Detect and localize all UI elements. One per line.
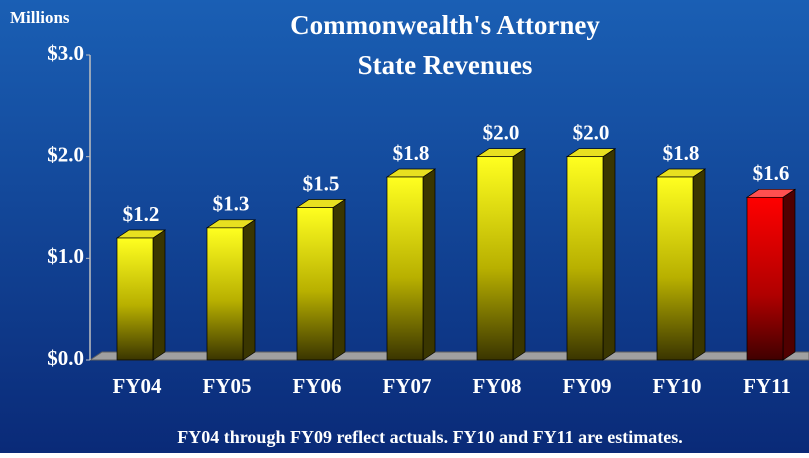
bar [296, 207, 334, 361]
value-label: $2.0 [483, 120, 520, 144]
y-axis-label: Millions [10, 8, 70, 27]
bar-side [242, 219, 256, 361]
y-tick-label: $2.0 [47, 142, 84, 166]
x-tick-label: FY09 [563, 374, 612, 398]
value-label: $1.8 [393, 141, 430, 165]
bar [656, 176, 694, 361]
x-tick-label: FY05 [203, 374, 252, 398]
value-label: $1.8 [663, 141, 700, 165]
value-label: $1.2 [123, 202, 160, 226]
x-tick-label: FY08 [473, 374, 522, 398]
bar-side [152, 229, 166, 361]
y-tick-label: $0.0 [47, 346, 84, 370]
x-tick-label: FY10 [653, 374, 702, 398]
bar [746, 196, 784, 361]
bar-side [782, 188, 796, 361]
x-tick-label: FY06 [293, 374, 342, 398]
value-label: $1.5 [303, 171, 340, 195]
value-label: $1.3 [213, 192, 250, 216]
bar-side [692, 168, 706, 361]
bar-side [332, 198, 346, 361]
bar [566, 156, 604, 361]
bar-side [422, 168, 436, 361]
x-tick-label: FY11 [743, 374, 791, 398]
bar [386, 176, 424, 361]
y-tick-label: $3.0 [47, 41, 84, 65]
chart-subtitle: State Revenues [358, 50, 533, 80]
y-tick-label: $1.0 [47, 244, 84, 268]
chart-title: Commonwealth's Attorney [290, 10, 600, 40]
bar-side [602, 148, 616, 361]
bar-side [512, 148, 526, 361]
bar [476, 156, 514, 361]
bar [116, 237, 154, 361]
value-label: $2.0 [573, 120, 610, 144]
x-tick-label: FY04 [113, 374, 162, 398]
bar [206, 227, 244, 361]
footnote: FY04 through FY09 reflect actuals. FY10 … [177, 427, 682, 447]
value-label: $1.6 [753, 161, 790, 185]
x-tick-label: FY07 [383, 374, 432, 398]
